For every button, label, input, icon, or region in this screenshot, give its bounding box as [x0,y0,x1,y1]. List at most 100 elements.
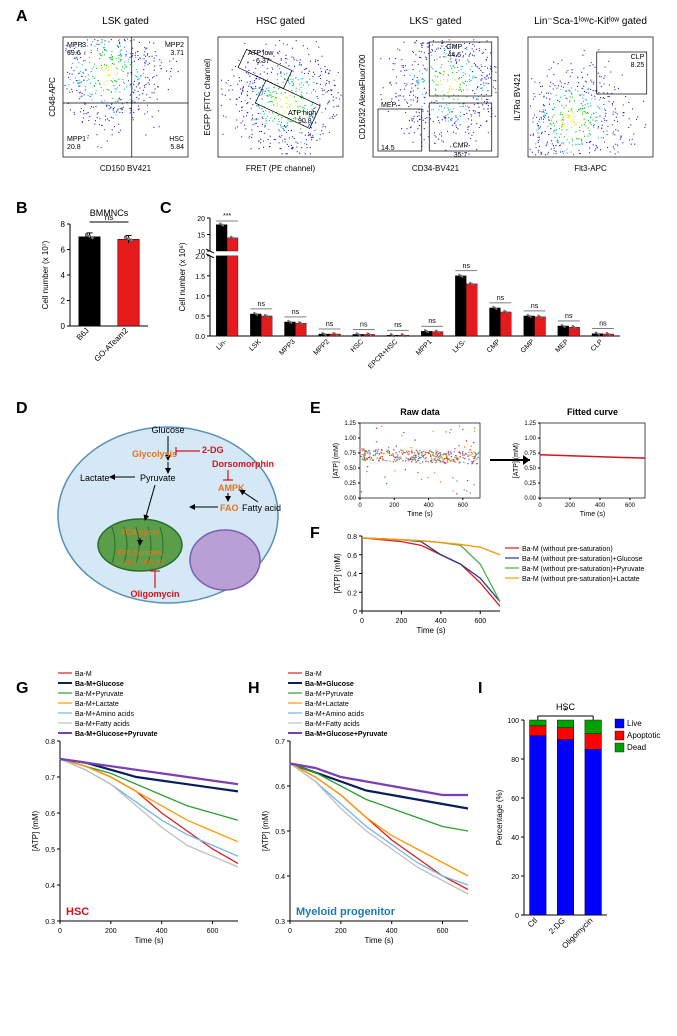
svg-text:CMP: CMP [453,142,469,149]
svg-text:ns: ns [360,321,368,328]
svg-text:(I) (II) (III) (IV) (V): (I) (II) (III) (IV) (V) [117,560,163,566]
svg-text:0.4: 0.4 [45,883,55,890]
svg-text:0: 0 [58,928,62,935]
svg-text:0.0: 0.0 [195,334,205,341]
svg-text:CLP: CLP [631,54,645,61]
svg-text:AMPK: AMPK [218,483,245,493]
svg-text:100: 100 [507,718,519,725]
svg-text:14.5: 14.5 [381,145,395,152]
svg-text:***: *** [223,213,231,220]
svg-text:GMP: GMP [520,338,536,354]
svg-text:2: 2 [61,297,66,306]
svg-text:4: 4 [61,271,66,280]
svg-text:Ba-M+Fatty acids: Ba-M+Fatty acids [305,721,360,728]
svg-text:*: * [564,706,568,716]
svg-text:0.25: 0.25 [524,481,536,487]
svg-text:0: 0 [61,322,66,331]
svg-text:600: 600 [437,928,449,935]
svg-text:200: 200 [335,928,347,935]
svg-text:3.71: 3.71 [170,50,184,57]
svg-text:HSC: HSC [66,906,89,918]
svg-text:Fitted curve: Fitted curve [567,407,618,417]
svg-text:Glucose: Glucose [151,425,184,435]
svg-text:0.6: 0.6 [275,784,285,791]
svg-text:0.3: 0.3 [45,919,55,926]
svg-text:MEP: MEP [554,338,570,354]
panel-label-b: B [16,200,28,218]
svg-text:0.75: 0.75 [524,451,536,457]
svg-text:200: 200 [105,928,117,935]
svg-text:ns: ns [394,322,402,329]
panel-g: Ba-MBa-M+GlucoseBa-M+PyruvateBa-M+Lactat… [28,665,243,1015]
svg-text:ns: ns [599,321,607,328]
panel-c: 1015200.00.51.01.52.0Cell number (x 10⁶)… [175,206,625,391]
svg-text:1.0: 1.0 [195,294,205,301]
svg-text:0.50: 0.50 [344,466,356,472]
panel-label-f: F [310,525,320,543]
svg-text:8: 8 [61,220,66,229]
svg-text:400: 400 [386,928,398,935]
svg-text:0.3: 0.3 [275,919,285,926]
svg-text:Fatty acid: Fatty acid [242,503,281,513]
panel-label-c: C [160,200,172,218]
svg-text:200: 200 [565,503,576,509]
svg-text:200: 200 [389,503,400,509]
panel-label-i: I [478,680,482,698]
panel-h: Ba-MBa-M+GlucoseBa-M+PyruvateBa-M+Lactat… [258,665,473,1015]
svg-text:MPP2: MPP2 [165,42,184,49]
svg-text:HSC: HSC [350,338,365,353]
svg-text:2-DG: 2-DG [547,916,567,936]
svg-text:ns: ns [428,318,436,325]
svg-text:1.00: 1.00 [524,436,536,442]
svg-text:Ba-M+Glucose: Ba-M+Glucose [75,681,124,688]
svg-text:0.7: 0.7 [45,775,55,782]
svg-text:Cell number (x 10⁷): Cell number (x 10⁷) [41,240,50,309]
svg-text:[ATP] (mM): [ATP] (mM) [261,811,270,852]
svg-text:Ctl: Ctl [526,916,539,929]
svg-text:Time (s): Time (s) [364,936,393,945]
svg-text:400: 400 [435,618,447,625]
svg-text:2-DG: 2-DG [202,445,224,455]
svg-text:Ba-M+Fatty acids: Ba-M+Fatty acids [75,721,130,728]
svg-text:0.25: 0.25 [344,481,356,487]
svg-text:600: 600 [474,618,486,625]
svg-text:CD48-APC: CD48-APC [48,77,57,117]
svg-text:TCA cycle: TCA cycle [121,528,160,537]
svg-text:CD16/32 AlexaFluor700: CD16/32 AlexaFluor700 [358,54,367,139]
svg-text:0: 0 [353,609,357,616]
svg-text:ns: ns [565,313,573,320]
svg-text:Dead: Dead [627,743,646,752]
svg-text:Ba-M+Amino acids: Ba-M+Amino acids [75,711,134,718]
svg-text:LSK: LSK [248,338,263,353]
svg-text:Ba-M (without pre-saturation)+: Ba-M (without pre-saturation)+Pyruvate [522,566,644,573]
svg-text:0.75: 0.75 [344,451,356,457]
svg-text:Raw data: Raw data [400,407,441,417]
svg-text:CMP: CMP [486,338,502,354]
svg-text:6: 6 [61,246,66,255]
svg-text:ns: ns [497,295,505,302]
svg-text:0.2: 0.2 [347,590,357,597]
panel-a: LSK gatedCD48-APCCD150 BV421MPP369.6MPP2… [45,12,665,187]
panel-i: HSC020406080100Percentage (%)Ctl2-DGOlig… [492,700,667,1010]
svg-text:0: 0 [358,503,362,509]
svg-text:ns: ns [531,303,539,310]
svg-text:Flt3-APC: Flt3-APC [574,164,607,173]
svg-text:600: 600 [207,928,219,935]
svg-text:ns: ns [326,321,334,328]
svg-text:20.8: 20.8 [67,144,81,151]
svg-text:2.0: 2.0 [195,254,205,261]
svg-text:ns: ns [258,301,266,308]
svg-text:ATP low: ATP low [248,50,274,57]
svg-text:Dorsomorphin: Dorsomorphin [212,459,274,469]
svg-text:HSC: HSC [169,136,184,143]
svg-text:MPP3: MPP3 [67,42,86,49]
svg-text:Ba-M+Lactate: Ba-M+Lactate [75,701,119,708]
svg-text:Lin-: Lin- [215,338,229,352]
svg-text:LKS-: LKS- [452,338,468,354]
svg-text:GMP: GMP [446,44,462,51]
svg-text:Ba-M: Ba-M [75,671,92,678]
svg-text:MEP: MEP [381,102,397,109]
svg-text:Ba-M (without pre-saturation)+: Ba-M (without pre-saturation)+Lactate [522,576,640,583]
svg-text:FRET (PE channel): FRET (PE channel) [246,164,316,173]
svg-text:MPP1: MPP1 [415,338,434,357]
